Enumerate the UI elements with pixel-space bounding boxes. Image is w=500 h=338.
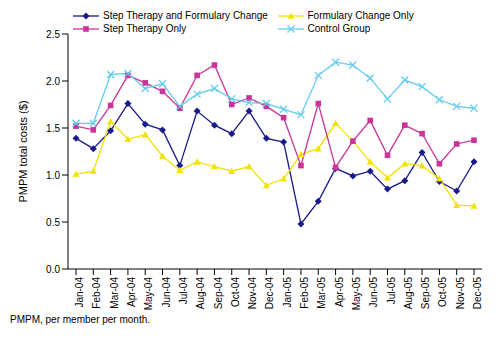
svg-text:Jul-04: Jul-04 xyxy=(178,277,189,305)
svg-text:1.5: 1.5 xyxy=(46,123,60,134)
svg-text:0.5: 0.5 xyxy=(46,217,60,228)
svg-text:2.5: 2.5 xyxy=(46,29,60,40)
svg-text:Dec-04: Dec-04 xyxy=(264,277,275,310)
svg-text:Dec-05: Dec-05 xyxy=(472,277,483,310)
svg-text:Feb-05: Feb-05 xyxy=(299,277,310,309)
svg-text:Sep-04: Sep-04 xyxy=(213,277,224,310)
svg-text:Sep-05: Sep-05 xyxy=(420,277,431,310)
svg-text:Aug-05: Aug-05 xyxy=(403,277,414,310)
svg-text:Nov-05: Nov-05 xyxy=(455,277,466,310)
svg-text:Mar-04: Mar-04 xyxy=(109,277,120,309)
svg-text:Apr-05: Apr-05 xyxy=(334,277,345,307)
svg-text:Jun-05: Jun-05 xyxy=(368,277,379,308)
svg-text:0.0: 0.0 xyxy=(46,264,60,275)
svg-text:Oct-04: Oct-04 xyxy=(230,277,241,307)
svg-text:Oct-05: Oct-05 xyxy=(437,277,448,307)
html-text:Control Group: Control Group xyxy=(307,23,371,34)
svg-text:Jul-05: Jul-05 xyxy=(386,277,397,305)
svg-text:Feb-04: Feb-04 xyxy=(91,277,102,309)
svg-text:May-04: May-04 xyxy=(143,277,154,311)
html-text:Step Therapy and Formulary Cha: Step Therapy and Formulary Change xyxy=(103,10,268,21)
svg-text:Mar-05: Mar-05 xyxy=(316,277,327,309)
svg-text:Nov-04: Nov-04 xyxy=(247,277,258,310)
svg-text:1.0: 1.0 xyxy=(46,170,60,181)
html-text:PMPM, per member per month.: PMPM, per member per month. xyxy=(10,314,150,325)
svg-text:Aug-04: Aug-04 xyxy=(195,277,206,310)
svg-text:Jan-04: Jan-04 xyxy=(74,277,85,308)
svg-text:PMPM total costs ($): PMPM total costs ($) xyxy=(17,100,29,202)
svg-text:2.0: 2.0 xyxy=(46,76,60,87)
html-text:Step Therapy Only: Step Therapy Only xyxy=(103,23,187,34)
svg-text:Jan-05: Jan-05 xyxy=(282,277,293,308)
svg-text:Apr-04: Apr-04 xyxy=(126,277,137,307)
svg-text:May-05: May-05 xyxy=(351,277,362,311)
svg-text:Jun-04: Jun-04 xyxy=(161,277,172,308)
html-text:Formulary Change Only: Formulary Change Only xyxy=(307,10,414,21)
